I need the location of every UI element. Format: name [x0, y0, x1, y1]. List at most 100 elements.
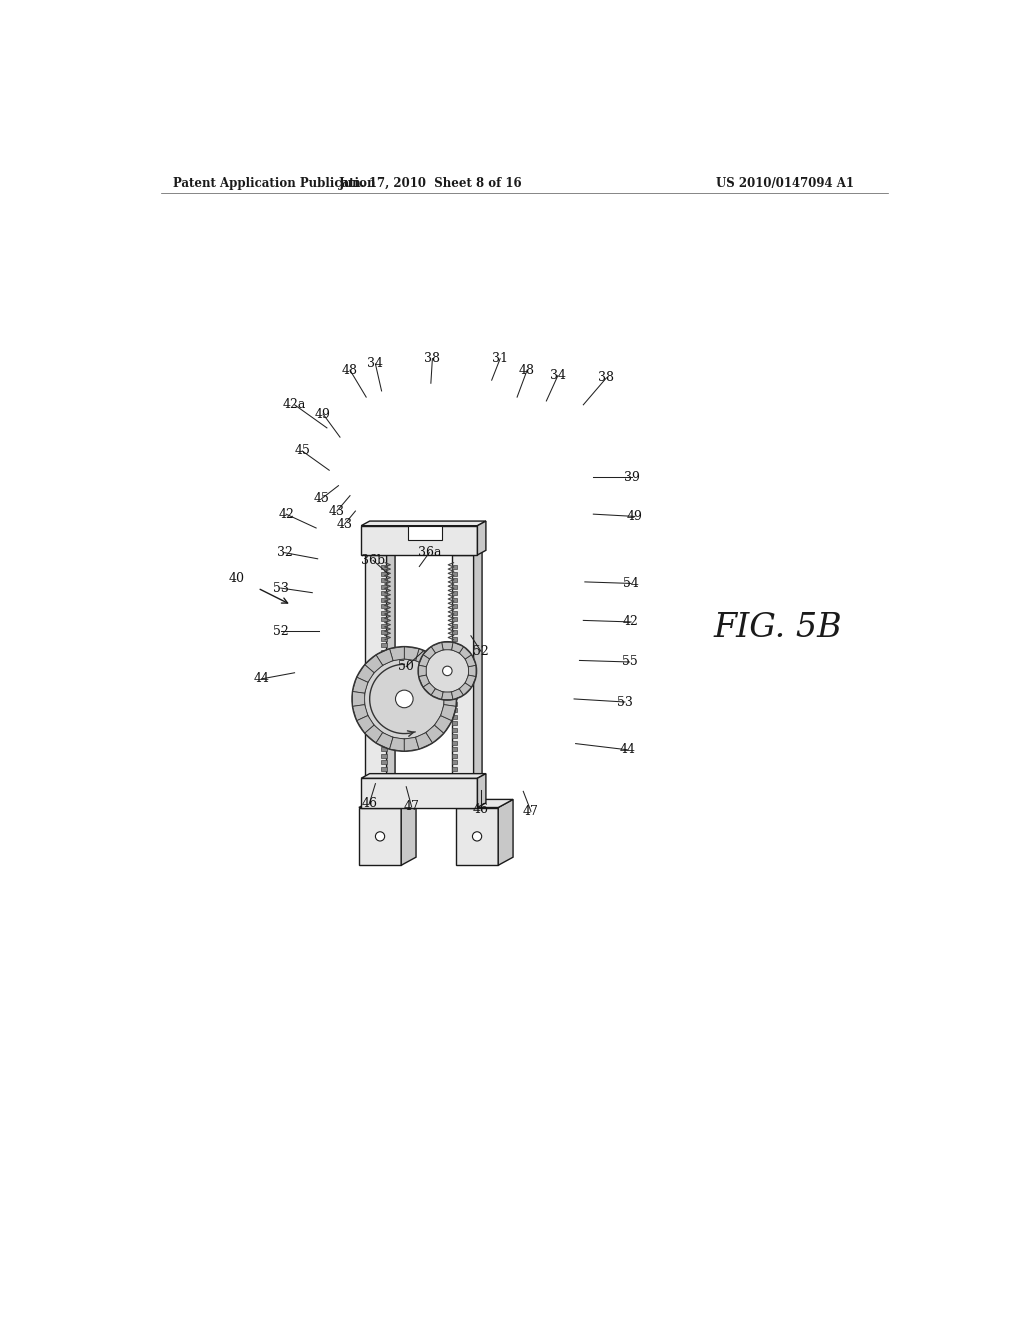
- Polygon shape: [376, 648, 393, 665]
- Text: 45: 45: [294, 445, 310, 458]
- Polygon shape: [465, 675, 476, 688]
- Polygon shape: [456, 800, 513, 808]
- Polygon shape: [452, 734, 458, 738]
- Text: 49: 49: [315, 408, 331, 421]
- Polygon shape: [452, 554, 473, 779]
- Polygon shape: [365, 550, 395, 554]
- Polygon shape: [381, 734, 387, 738]
- Polygon shape: [381, 708, 387, 711]
- Polygon shape: [381, 714, 387, 718]
- Polygon shape: [381, 591, 387, 595]
- Polygon shape: [389, 647, 404, 660]
- Text: 32: 32: [276, 546, 293, 560]
- Polygon shape: [452, 669, 458, 673]
- Polygon shape: [381, 611, 387, 615]
- Polygon shape: [452, 636, 458, 640]
- Polygon shape: [456, 808, 499, 866]
- Polygon shape: [381, 721, 387, 725]
- Polygon shape: [381, 572, 387, 576]
- Polygon shape: [416, 648, 432, 665]
- Polygon shape: [452, 630, 458, 634]
- Circle shape: [365, 659, 444, 739]
- Text: 48: 48: [342, 363, 358, 376]
- Text: 36b: 36b: [361, 554, 385, 566]
- Polygon shape: [356, 715, 374, 733]
- Polygon shape: [452, 656, 458, 660]
- Polygon shape: [361, 774, 486, 779]
- Polygon shape: [381, 585, 387, 589]
- Polygon shape: [452, 747, 458, 751]
- Polygon shape: [381, 636, 387, 640]
- Text: 52: 52: [473, 644, 488, 657]
- Text: 45: 45: [313, 492, 330, 506]
- Polygon shape: [431, 643, 443, 653]
- Polygon shape: [404, 647, 419, 660]
- Text: 31: 31: [493, 352, 508, 366]
- Polygon shape: [452, 585, 458, 589]
- Polygon shape: [452, 689, 458, 693]
- Text: 38: 38: [424, 352, 440, 366]
- Text: 39: 39: [624, 471, 640, 483]
- Polygon shape: [356, 665, 374, 682]
- Polygon shape: [426, 655, 443, 673]
- Circle shape: [426, 649, 469, 693]
- Polygon shape: [352, 705, 368, 721]
- Polygon shape: [381, 656, 387, 660]
- Polygon shape: [381, 676, 387, 680]
- Polygon shape: [452, 598, 458, 602]
- Polygon shape: [452, 550, 482, 554]
- Polygon shape: [381, 669, 387, 673]
- Polygon shape: [452, 611, 458, 615]
- Polygon shape: [361, 525, 477, 554]
- Polygon shape: [387, 550, 395, 779]
- Polygon shape: [441, 692, 453, 700]
- Text: 53: 53: [617, 696, 633, 709]
- Polygon shape: [452, 696, 458, 700]
- Text: 42a: 42a: [283, 399, 306, 412]
- Polygon shape: [376, 733, 393, 750]
- Polygon shape: [434, 665, 452, 682]
- Polygon shape: [381, 760, 387, 764]
- Polygon shape: [381, 663, 387, 667]
- Polygon shape: [452, 702, 458, 706]
- Polygon shape: [452, 624, 458, 627]
- Polygon shape: [452, 760, 458, 764]
- Polygon shape: [452, 767, 458, 771]
- Polygon shape: [381, 682, 387, 686]
- Polygon shape: [426, 725, 443, 743]
- Polygon shape: [434, 715, 452, 733]
- Polygon shape: [460, 647, 472, 659]
- Polygon shape: [477, 774, 486, 808]
- Text: 47: 47: [523, 805, 539, 818]
- Polygon shape: [423, 647, 435, 659]
- Polygon shape: [358, 800, 416, 808]
- Text: 46: 46: [473, 804, 488, 816]
- Text: 36a: 36a: [418, 546, 441, 560]
- Polygon shape: [365, 655, 383, 673]
- Polygon shape: [381, 624, 387, 627]
- Polygon shape: [381, 649, 387, 653]
- Polygon shape: [361, 521, 486, 525]
- Text: 53: 53: [272, 582, 289, 594]
- Polygon shape: [452, 663, 458, 667]
- Polygon shape: [381, 618, 387, 622]
- Polygon shape: [381, 598, 387, 602]
- Text: Patent Application Publication: Patent Application Publication: [173, 177, 376, 190]
- Polygon shape: [499, 800, 513, 866]
- Polygon shape: [389, 738, 404, 751]
- Polygon shape: [419, 655, 429, 667]
- Polygon shape: [381, 565, 387, 569]
- Polygon shape: [440, 677, 456, 693]
- Polygon shape: [365, 554, 387, 779]
- Polygon shape: [444, 692, 456, 706]
- Text: 38: 38: [598, 371, 614, 384]
- Polygon shape: [408, 525, 442, 540]
- Polygon shape: [452, 708, 458, 711]
- Text: 46: 46: [361, 797, 377, 810]
- Polygon shape: [358, 808, 401, 866]
- Polygon shape: [440, 705, 456, 721]
- Polygon shape: [452, 727, 458, 731]
- Polygon shape: [404, 738, 419, 751]
- Polygon shape: [460, 682, 472, 696]
- Polygon shape: [381, 747, 387, 751]
